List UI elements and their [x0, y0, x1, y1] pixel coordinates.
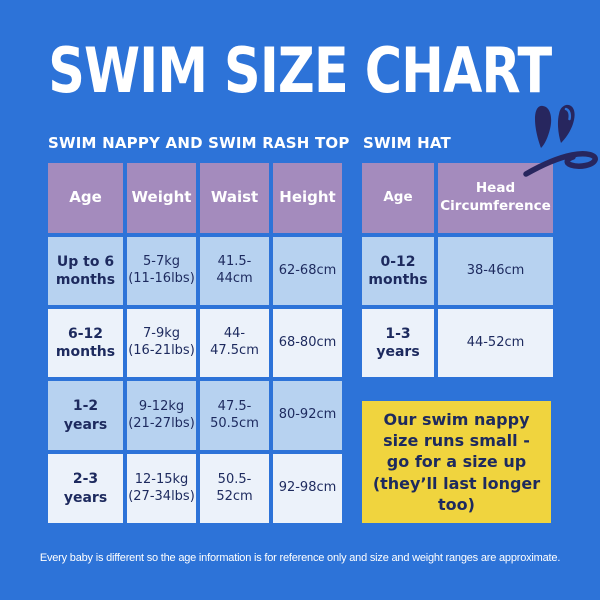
table-cell-weight: 7-9kg (16-21lbs): [127, 309, 196, 377]
table-cell-weight: 9-12kg (21-27lbs): [127, 381, 196, 450]
nappy-section-heading: SWIM NAPPY AND SWIM RASH TOP: [48, 134, 350, 152]
table-cell-height: 92-98cm: [273, 454, 342, 523]
table-cell-age: 1-3 years: [362, 309, 434, 377]
table-cell-age: 2-3 years: [48, 454, 123, 523]
column-header-height: Height: [273, 163, 342, 233]
hat-section-heading: SWIM HAT: [363, 134, 451, 152]
column-header-head-circumference: Head Circumference: [438, 163, 553, 233]
table-cell-waist: 47.5- 50.5cm: [200, 381, 269, 450]
column-header-waist: Waist: [200, 163, 269, 233]
table-cell-height: 68-80cm: [273, 309, 342, 377]
table-cell-head-circumference: 44-52cm: [438, 309, 553, 377]
table-cell-waist: 41.5- 44cm: [200, 237, 269, 305]
column-header-age: Age: [48, 163, 123, 233]
table-cell-age: 6-12 months: [48, 309, 123, 377]
nappy-size-table: Age Weight Waist Height Up to 6 months 5…: [48, 163, 342, 523]
footer-disclaimer: Every baby is different so the age infor…: [39, 552, 561, 564]
table-cell-head-circumference: 38-46cm: [438, 237, 553, 305]
sizing-note-box: Our swim nappy size runs small - go for …: [362, 401, 551, 523]
hat-size-table: Age Head Circumference 0-12 months 38-46…: [362, 163, 553, 377]
table-cell-age: 1-2 years: [48, 381, 123, 450]
table-cell-weight: 5-7kg (11-16lbs): [127, 237, 196, 305]
page-title-text: SWIM SIZE CHART: [48, 34, 552, 107]
table-cell-age: Up to 6 months: [48, 237, 123, 305]
table-cell-height: 62-68cm: [273, 237, 342, 305]
table-cell-age: 0-12 months: [362, 237, 434, 305]
column-header-weight: Weight: [127, 163, 196, 233]
table-cell-waist: 50.5- 52cm: [200, 454, 269, 523]
table-cell-waist: 44- 47.5cm: [200, 309, 269, 377]
column-header-age: Age: [362, 163, 434, 233]
table-cell-weight: 12-15kg (27-34lbs): [127, 454, 196, 523]
page-title: SWIM SIZE CHART: [0, 40, 600, 102]
table-cell-height: 80-92cm: [273, 381, 342, 450]
sizing-note-text: Our swim nappy size runs small - go for …: [372, 410, 541, 514]
